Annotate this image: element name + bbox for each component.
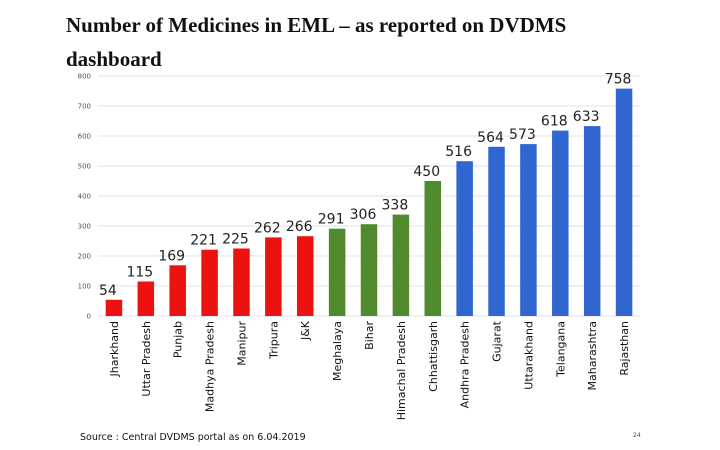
bar (105, 299, 123, 316)
value-label: 338 (382, 198, 409, 214)
category-label: Uttarakhand (522, 321, 535, 390)
category-label: Punjab (172, 321, 185, 358)
value-label: 169 (158, 248, 185, 264)
value-labels: 54 115 169 221 225 262 266 291 306 338 450 516 564 57… (99, 72, 631, 299)
bars (105, 88, 633, 316)
bar (552, 130, 569, 316)
category-label: Madhya Pradesh (204, 321, 217, 412)
category-label: J&K (299, 320, 312, 341)
category-label: Manipur (235, 321, 248, 366)
y-tick-label: 400 (78, 193, 91, 201)
bar (265, 237, 282, 316)
category-label: Jharkhand (108, 321, 121, 378)
value-label: 262 (254, 220, 281, 236)
bar (392, 214, 410, 316)
category-label: Maharashtra (586, 321, 599, 391)
value-label: 618 (541, 114, 568, 130)
bar (328, 228, 346, 316)
bar (583, 126, 601, 316)
value-label: 221 (190, 233, 217, 249)
bar (296, 236, 314, 316)
bar (615, 88, 633, 316)
value-label: 54 (99, 283, 117, 299)
y-tick-label: 0 (87, 313, 91, 321)
bar (520, 144, 537, 316)
bar (233, 248, 250, 316)
category-label: Andhra Pradesh (459, 321, 472, 408)
bar (360, 224, 378, 316)
bar (169, 265, 186, 316)
category-label: Meghalaya (331, 321, 344, 381)
page-number: 24 (633, 432, 641, 439)
y-tick-label: 200 (78, 253, 91, 261)
y-tick-label: 300 (78, 223, 91, 231)
page-title: Number of Medicines in EML – as reported… (66, 13, 567, 71)
category-label: Bihar (363, 321, 376, 350)
value-label: 564 (477, 130, 504, 146)
y-tick-label: 700 (78, 103, 91, 111)
value-label: 450 (413, 164, 440, 180)
y-axis-ticks: 0 100 200 300 400 500 600 700 800 (78, 73, 91, 321)
category-label: Uttar Pradesh (140, 321, 153, 397)
value-label: 306 (350, 207, 377, 223)
y-tick-label: 800 (78, 73, 91, 81)
category-label: Rajasthan (618, 321, 631, 376)
y-tick-label: 100 (78, 283, 91, 291)
bar (201, 249, 218, 316)
value-label: 633 (573, 109, 600, 125)
category-label: Gujarat (491, 320, 504, 362)
value-label: 225 (222, 232, 249, 248)
y-tick-label: 500 (78, 163, 91, 171)
source-note: Source : Central DVDMS portal as on 6.04… (80, 432, 306, 443)
value-label: 115 (126, 265, 153, 281)
bar (424, 181, 442, 316)
category-label: Tripura (267, 321, 280, 360)
value-label: 291 (318, 212, 345, 228)
category-label: Himachal Pradesh (395, 321, 408, 420)
bar (456, 161, 473, 316)
category-label: Chhattisgarh (427, 321, 440, 392)
value-label: 516 (445, 144, 472, 160)
value-label: 573 (509, 127, 536, 143)
value-label: 758 (605, 72, 632, 88)
bar (137, 281, 155, 316)
category-labels: Jharkhand Uttar Pradesh Punjab Madhya Prade… (108, 320, 631, 420)
bar (488, 146, 505, 316)
category-label: Telangana (554, 321, 567, 378)
y-tick-label: 600 (78, 133, 91, 141)
value-label: 266 (286, 219, 313, 235)
